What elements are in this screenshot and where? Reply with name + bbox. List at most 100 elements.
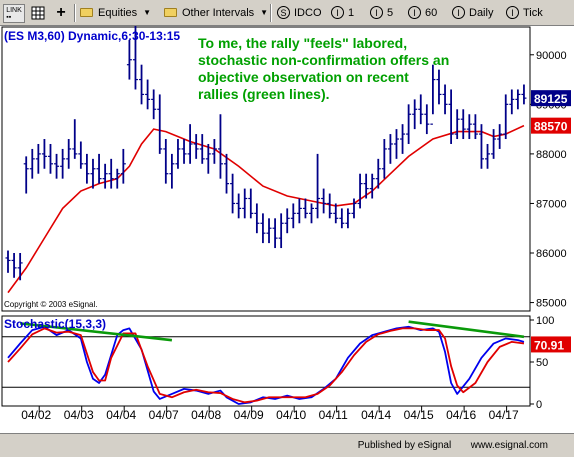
price-bar <box>363 173 369 199</box>
grid-icon[interactable] <box>28 4 48 21</box>
i-circle-icon: I <box>370 6 383 19</box>
folder-icon <box>80 8 93 17</box>
interval-5-button[interactable]: I 5 <box>370 4 393 21</box>
price-bar <box>163 139 169 184</box>
price-bar <box>321 188 327 214</box>
price-pane: 850008600087000880008900090000 (ES M3,60… <box>0 26 574 316</box>
price-bar <box>345 208 351 229</box>
interval-60-button[interactable]: I 60 <box>408 4 437 21</box>
price-bar <box>309 203 314 224</box>
price-bar <box>412 99 418 130</box>
price-bar <box>296 198 302 224</box>
price-bar <box>151 89 157 120</box>
x-tick-label: 04/10 <box>276 408 306 422</box>
stochastic-y-tick-label: 50 <box>536 357 548 369</box>
moving-average-layer <box>7 124 525 294</box>
moving-average-flag <box>531 117 571 134</box>
price-y-tick-label: 87000 <box>536 198 567 210</box>
price-bar <box>266 218 272 244</box>
price-bar <box>357 173 363 209</box>
stochastic-reference-lines <box>2 336 530 388</box>
price-bar <box>278 213 284 249</box>
interval-1-label: 1 <box>348 6 355 19</box>
price-bar <box>327 193 333 219</box>
price-bar <box>375 158 381 189</box>
folder-icon <box>164 8 177 17</box>
stochastic-lines <box>7 325 525 405</box>
stochastic-pane: 0 50 100 Stochastic(15,3,3) 70.91 <box>1 315 571 411</box>
price-bar <box>351 198 357 219</box>
price-bar <box>436 69 442 105</box>
x-tick-label: 04/03 <box>64 408 94 422</box>
price-bar <box>497 124 503 149</box>
stochastic-divergence-line <box>408 320 525 339</box>
footer-credit: Published by eSignal www.esignal.com <box>358 440 548 451</box>
x-tick-label: 04/09 <box>234 408 264 422</box>
i-circle-icon: I <box>452 6 465 19</box>
price-bar <box>72 119 78 159</box>
daily-button[interactable]: I Daily <box>452 4 493 21</box>
stochastic-y-tick-label: 100 <box>536 315 554 327</box>
stochastic-y-tick-label: 0 <box>536 399 542 411</box>
price-bar <box>454 109 460 140</box>
price-bar <box>211 139 217 164</box>
idco-button[interactable]: S IDCO <box>277 4 322 21</box>
price-bar <box>29 148 35 179</box>
price-bar <box>236 193 242 219</box>
price-bar <box>84 153 90 184</box>
price-bar <box>230 173 236 214</box>
price-bar <box>35 143 41 174</box>
price-bar <box>302 198 308 219</box>
stochastic-title: Stochastic(15,3,3) <box>4 317 106 331</box>
price-bar <box>515 89 521 110</box>
price-bar <box>509 89 515 115</box>
last-price-label: 89125 <box>534 92 568 106</box>
price-bar <box>369 173 375 199</box>
dropdown-arrow-icon: ▼ <box>260 8 269 17</box>
price-bar <box>120 148 126 184</box>
annotation-text: To me, the rally "feels" labored, stochas… <box>198 35 449 102</box>
price-bar <box>205 143 211 174</box>
price-bar <box>381 139 387 179</box>
price-bar <box>47 143 53 174</box>
plus-icon[interactable]: + <box>56 3 66 21</box>
s-circle-icon: S <box>277 6 290 19</box>
price-y-tick-label: 85000 <box>536 298 567 310</box>
price-bar <box>5 250 11 273</box>
interval-60-label: 60 <box>425 6 438 19</box>
price-bar <box>23 156 29 194</box>
price-y-tick-label: 90000 <box>536 50 567 62</box>
price-bar <box>108 158 114 189</box>
price-bar <box>139 64 145 105</box>
price-bar <box>66 139 72 169</box>
price-y-tick-label: 86000 <box>536 248 567 260</box>
price-flags: 89125 88570 <box>531 90 571 134</box>
price-bar <box>284 208 290 234</box>
price-bar <box>387 134 393 164</box>
price-bar <box>406 104 412 144</box>
idco-label: IDCO <box>294 6 322 19</box>
x-tick-label: 04/04 <box>106 408 136 422</box>
price-bar <box>333 203 339 224</box>
price-bar <box>199 134 205 164</box>
price-bar <box>175 139 181 169</box>
equities-dropdown[interactable]: Equities ▼ <box>80 4 151 21</box>
footer-published: Published by eSignal <box>357 440 452 451</box>
stochastic-last-flag <box>531 336 571 353</box>
price-bar <box>339 208 345 229</box>
price-bar <box>393 129 399 159</box>
price-bar <box>424 104 430 135</box>
other-intervals-dropdown[interactable]: Other Intervals ▼ <box>164 4 268 21</box>
x-tick-label: 04/16 <box>446 408 476 422</box>
toolbar: LINK ▪▪ + Equities ▼ Other Intervals ▼ S … <box>0 0 574 26</box>
interval-1-button[interactable]: I 1 <box>331 4 354 21</box>
price-bar <box>248 188 254 219</box>
tick-button[interactable]: I Tick <box>506 4 543 21</box>
price-bar <box>260 213 266 244</box>
x-tick-label: 04/02 <box>21 408 51 422</box>
price-bar <box>418 94 424 125</box>
price-bar <box>169 153 175 189</box>
link-icon[interactable]: LINK ▪▪ <box>3 4 25 23</box>
x-tick-label: 04/14 <box>361 408 391 422</box>
interval-5-label: 5 <box>387 6 394 19</box>
